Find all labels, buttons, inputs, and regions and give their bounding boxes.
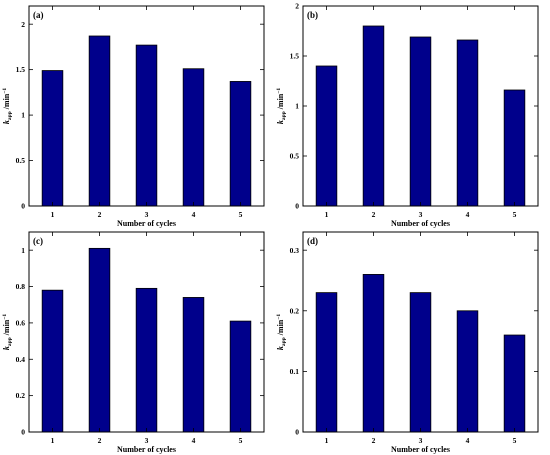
bar-1 xyxy=(41,70,64,207)
y-tick-label: 0.2 xyxy=(290,306,300,315)
bar-5 xyxy=(229,81,252,207)
bar-3 xyxy=(135,44,158,207)
bar-3 xyxy=(409,36,432,207)
y-tick-label: 1.5 xyxy=(16,65,26,74)
y-tick-label: 2 xyxy=(295,2,299,11)
y-tick-label: 0.4 xyxy=(16,355,26,364)
chart-panel-2: 0 0.5 1 1.5 2 1 2 3 4 5 Number of cycles kapp /min−… xyxy=(276,2,539,228)
bar-1 xyxy=(315,292,338,433)
y-tick-label: 1 xyxy=(21,246,25,255)
x-tick-label: 1 xyxy=(325,436,329,445)
bar-3 xyxy=(135,287,158,433)
y-tick-label: 1 xyxy=(295,102,299,111)
x-tick-label: 5 xyxy=(239,210,243,219)
chart-panel-4: 0 0.1 0.2 0.3 1 2 3 4 5 Number of cycles kapp /min… xyxy=(276,231,539,454)
chart-panel-3: 0 0.2 0.4 0.6 0.8 1 1 2 3 4 5 Number of cycles kapp … xyxy=(2,231,265,454)
bar-2 xyxy=(88,35,111,207)
x-tick-label: 4 xyxy=(466,210,470,219)
x-tick-label: 5 xyxy=(513,436,517,445)
bar-3 xyxy=(409,292,432,433)
x-tick-label: 1 xyxy=(325,210,329,219)
x-tick-label: 2 xyxy=(98,436,102,445)
x-tick-label: 5 xyxy=(513,210,517,219)
bar-5 xyxy=(503,89,526,207)
y-axis-title: kapp /min−1 xyxy=(2,88,13,125)
x-tick-label: 4 xyxy=(192,210,196,219)
y-tick-label: 0.5 xyxy=(16,156,26,165)
y-axis-title: kapp /min−1 xyxy=(276,314,287,351)
x-axis-title: Number of cycles xyxy=(117,219,176,228)
bar-4 xyxy=(182,68,205,207)
y-tick-label: 0.5 xyxy=(290,152,300,161)
panel-label: (a) xyxy=(33,10,44,20)
y-tick-label: 0 xyxy=(21,202,25,211)
panel-label: (c) xyxy=(33,236,43,246)
bar-1 xyxy=(315,65,338,207)
bar-4 xyxy=(182,297,205,433)
x-tick-label: 3 xyxy=(145,436,149,445)
x-tick-label: 3 xyxy=(145,210,149,219)
bar-1 xyxy=(41,289,64,433)
y-tick-label: 1.5 xyxy=(290,52,300,61)
bar-2 xyxy=(362,274,385,433)
y-tick-label: 0.8 xyxy=(16,282,26,291)
x-tick-label: 1 xyxy=(51,210,55,219)
bar-5 xyxy=(229,320,252,433)
x-tick-label: 4 xyxy=(466,436,470,445)
x-tick-label: 2 xyxy=(98,210,102,219)
x-tick-label: 4 xyxy=(192,436,196,445)
bar-2 xyxy=(88,247,111,433)
y-tick-label: 0.6 xyxy=(16,319,26,328)
bar-2 xyxy=(362,25,385,207)
y-axis-title: kapp /min−1 xyxy=(276,88,287,125)
panel-label: (d) xyxy=(307,236,318,246)
x-axis-title: Number of cycles xyxy=(391,219,450,228)
x-tick-label: 3 xyxy=(419,436,423,445)
y-tick-label: 0 xyxy=(295,428,299,437)
x-tick-label: 3 xyxy=(419,210,423,219)
panel-label: (b) xyxy=(307,10,318,20)
bar-4 xyxy=(456,39,479,207)
y-tick-label: 0 xyxy=(21,428,25,437)
x-tick-label: 2 xyxy=(372,210,376,219)
x-tick-label: 2 xyxy=(372,436,376,445)
x-tick-label: 1 xyxy=(51,436,55,445)
x-axis-title: Number of cycles xyxy=(117,445,176,454)
bar-4 xyxy=(456,310,479,433)
y-axis-title: kapp /min−1 xyxy=(2,314,13,351)
y-tick-label: 2 xyxy=(21,20,25,29)
bar-5 xyxy=(503,334,526,433)
x-axis-title: Number of cycles xyxy=(391,445,450,454)
y-tick-label: 1 xyxy=(21,111,25,120)
y-tick-label: 0.3 xyxy=(290,246,300,255)
x-tick-label: 5 xyxy=(239,436,243,445)
y-tick-label: 0.2 xyxy=(16,391,26,400)
chart-panel-1: 0 0.5 1 1.5 2 1 2 3 4 5 Number of cycles kapp /min−… xyxy=(2,5,265,228)
y-tick-label: 0 xyxy=(295,202,299,211)
y-tick-label: 0.1 xyxy=(290,367,300,376)
